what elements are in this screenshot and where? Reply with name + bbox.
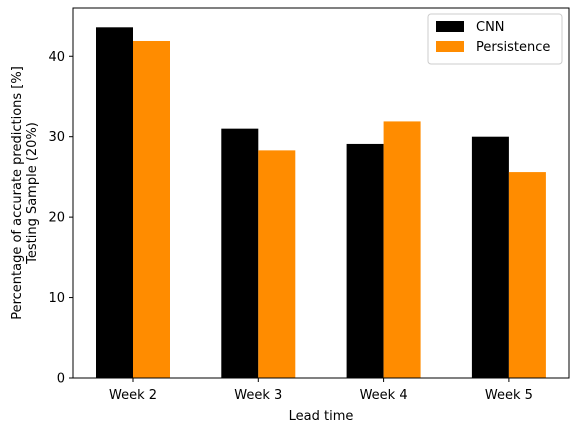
bar-persistence-week-4 — [384, 121, 421, 378]
legend-swatch-cnn — [436, 21, 464, 32]
legend-label-cnn: CNN — [476, 20, 505, 35]
bar-cnn-week-5 — [472, 137, 509, 378]
bar-persistence-week-5 — [509, 172, 546, 378]
x-tick-label: Week 3 — [234, 388, 282, 403]
bar-persistence-week-2 — [133, 41, 170, 378]
bar-persistence-week-3 — [258, 150, 295, 378]
x-axis: Week 2 Week 3 Week 4 Week 5 — [109, 378, 533, 403]
x-tick-label: Week 4 — [360, 388, 408, 403]
bar-cnn-week-2 — [96, 27, 133, 378]
y-axis-label-line-1: Percentage of accurate predictions [%] — [10, 66, 25, 320]
y-tick-label: 10 — [48, 291, 65, 306]
y-tick-label: 40 — [48, 50, 65, 65]
x-tick-label: Week 5 — [485, 388, 533, 403]
legend-swatch-persistence — [436, 41, 464, 52]
bars-layer — [96, 27, 546, 378]
y-tick-label: 0 — [57, 372, 65, 387]
x-axis-label: Lead time — [289, 409, 354, 424]
bar-cnn-week-4 — [347, 144, 384, 378]
y-axis-label: Percentage of accurate predictions [%]Te… — [10, 66, 40, 320]
x-tick-label: Week 2 — [109, 388, 157, 403]
legend-label-persistence: Persistence — [476, 40, 550, 55]
y-axis-label-line-2: Testing Sample (20%) — [25, 122, 40, 265]
legend: CNN Persistence — [428, 14, 562, 64]
y-tick-label: 30 — [48, 130, 65, 145]
y-axis: 0 10 20 30 40 — [48, 50, 73, 387]
y-tick-label: 20 — [48, 211, 65, 226]
bar-cnn-week-3 — [221, 129, 258, 378]
